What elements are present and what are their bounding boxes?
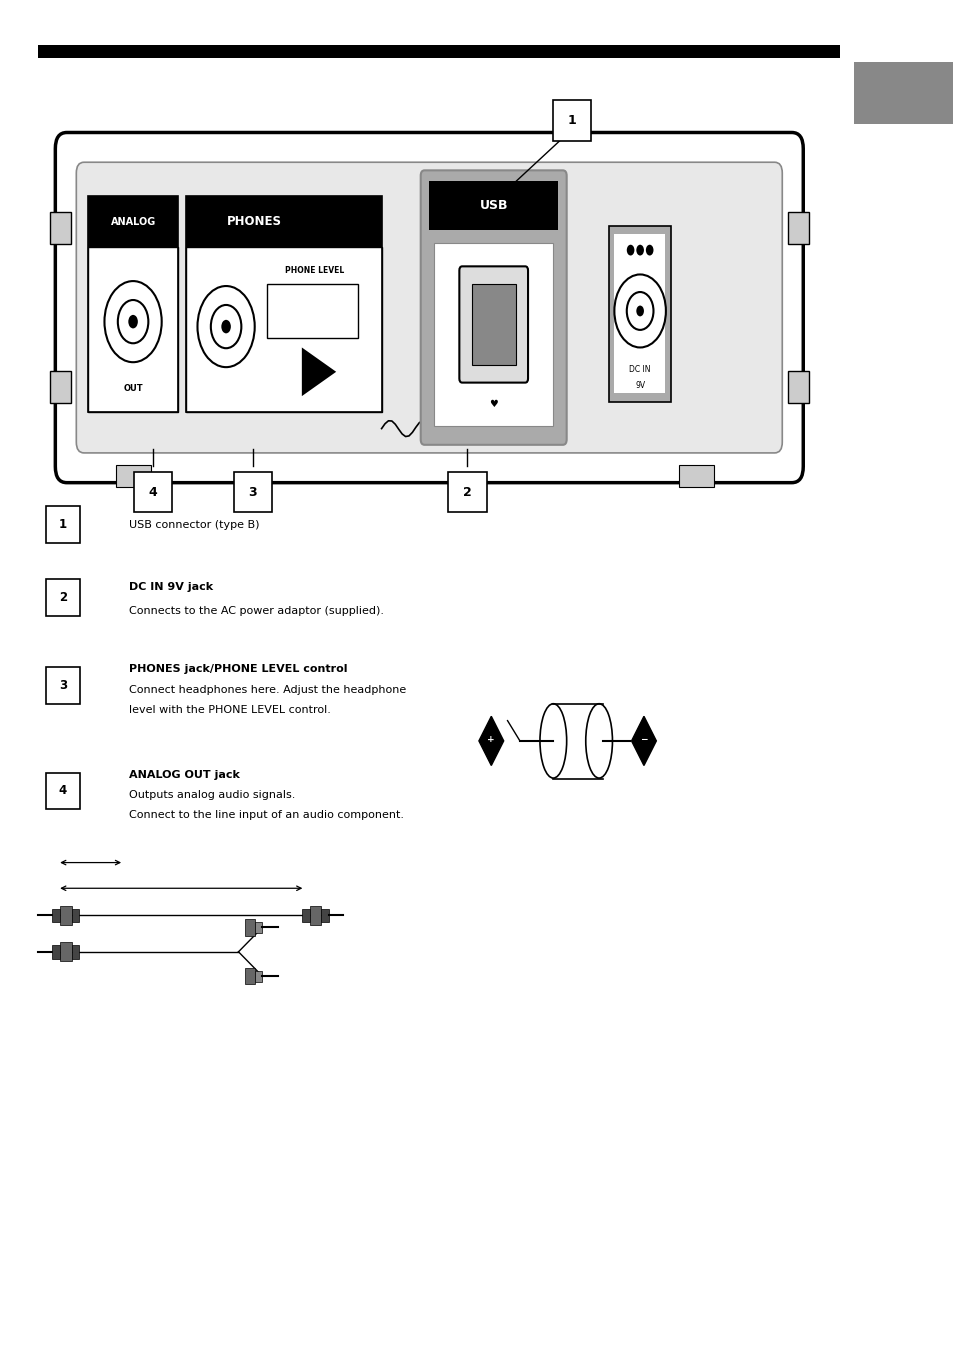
Bar	[133, 472, 172, 512]
Text: Connect to the line input of an audio component.: Connect to the line input of an audio co…	[129, 810, 403, 821]
Bar	[429, 181, 558, 230]
Bar	[553, 704, 602, 779]
Text: PHONES: PHONES	[227, 215, 282, 228]
Text: 1: 1	[567, 114, 577, 127]
Bar	[46, 668, 80, 703]
Bar	[254, 971, 262, 982]
Text: OUT: OUT	[123, 384, 143, 392]
Polygon shape	[631, 717, 656, 765]
Bar	[787, 370, 808, 403]
Circle shape	[105, 281, 162, 362]
Text: PHONES jack/PHONE LEVEL control: PHONES jack/PHONE LEVEL control	[129, 664, 347, 675]
Bar	[321, 909, 329, 922]
Circle shape	[626, 292, 653, 330]
Text: −: −	[639, 735, 647, 744]
Bar	[471, 284, 515, 365]
Bar	[71, 909, 79, 922]
Bar	[46, 579, 80, 615]
Bar	[52, 909, 60, 922]
Bar	[448, 472, 486, 512]
Bar	[245, 968, 254, 984]
Circle shape	[614, 274, 665, 347]
Bar	[553, 100, 591, 141]
Bar	[233, 472, 272, 512]
Circle shape	[128, 315, 138, 329]
FancyBboxPatch shape	[55, 132, 802, 483]
Circle shape	[636, 306, 643, 316]
Text: +: +	[487, 735, 495, 744]
Text: DC IN 9V jack: DC IN 9V jack	[129, 581, 213, 592]
Text: 4: 4	[59, 784, 67, 798]
Circle shape	[221, 320, 231, 334]
Bar	[608, 226, 670, 402]
Text: level with the PHONE LEVEL control.: level with the PHONE LEVEL control.	[129, 704, 331, 715]
Circle shape	[118, 300, 149, 343]
Text: Connect headphones here. Adjust the headphone: Connect headphones here. Adjust the head…	[129, 684, 406, 695]
Bar	[60, 942, 71, 961]
Bar	[46, 773, 80, 808]
FancyBboxPatch shape	[76, 162, 781, 453]
Bar	[310, 906, 321, 925]
Circle shape	[626, 245, 634, 256]
Text: Outputs analog audio signals.: Outputs analog audio signals.	[129, 790, 294, 800]
Circle shape	[645, 245, 653, 256]
Bar	[46, 506, 80, 542]
FancyBboxPatch shape	[458, 266, 527, 383]
Bar	[186, 196, 381, 247]
Bar	[853, 62, 953, 124]
Bar	[186, 247, 381, 412]
Bar	[38, 45, 839, 58]
Polygon shape	[478, 717, 503, 765]
FancyBboxPatch shape	[420, 170, 566, 445]
Bar	[88, 196, 178, 412]
Bar	[60, 906, 71, 925]
Bar	[787, 212, 808, 245]
Bar	[50, 212, 71, 245]
Text: ANALOG: ANALOG	[111, 216, 155, 227]
Text: 2: 2	[462, 485, 472, 499]
Text: 2: 2	[59, 591, 67, 604]
Bar	[267, 284, 357, 338]
Text: 9V: 9V	[635, 381, 644, 389]
Text: Connects to the AC power adaptor (supplied).: Connects to the AC power adaptor (suppli…	[129, 606, 383, 617]
Bar	[614, 234, 664, 393]
Ellipse shape	[539, 703, 566, 779]
Bar	[302, 909, 310, 922]
Bar	[245, 919, 254, 936]
Text: PHONE LEVEL: PHONE LEVEL	[285, 266, 344, 274]
Text: ANALOG OUT jack: ANALOG OUT jack	[129, 769, 239, 780]
Bar	[186, 196, 381, 412]
Circle shape	[197, 287, 254, 368]
Circle shape	[636, 245, 643, 256]
Bar	[679, 465, 713, 487]
Ellipse shape	[585, 703, 612, 779]
Bar	[116, 465, 151, 487]
Text: ♥: ♥	[489, 399, 497, 410]
Bar	[88, 247, 178, 412]
Bar	[88, 196, 178, 247]
Polygon shape	[301, 347, 335, 396]
Text: USB connector (type B): USB connector (type B)	[129, 519, 259, 530]
Text: DC IN: DC IN	[629, 365, 650, 373]
Bar	[254, 922, 262, 933]
Bar	[50, 370, 71, 403]
Bar	[52, 945, 60, 959]
Text: 3: 3	[248, 485, 257, 499]
Text: 1: 1	[59, 518, 67, 531]
Text: USB: USB	[479, 199, 507, 212]
Text: 4: 4	[148, 485, 157, 499]
FancyBboxPatch shape	[434, 243, 553, 426]
Circle shape	[211, 306, 241, 349]
Text: 3: 3	[59, 679, 67, 692]
Bar	[71, 945, 79, 959]
